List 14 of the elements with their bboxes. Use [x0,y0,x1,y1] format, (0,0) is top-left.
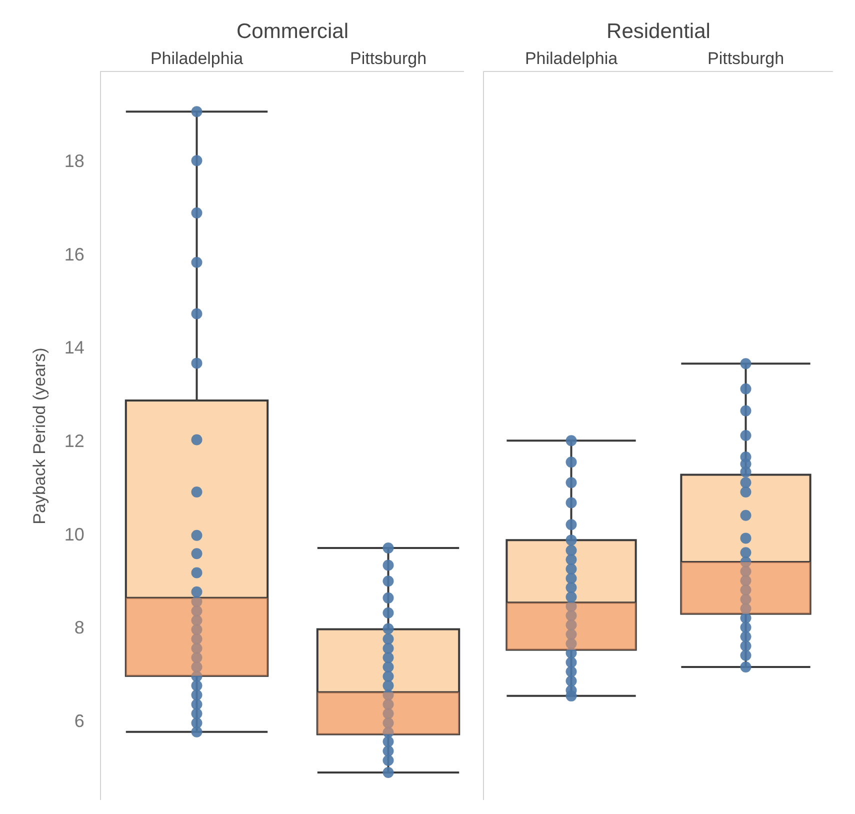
x-tick-label: Pittsburgh [350,49,427,68]
x-tick-label: Pittsburgh [707,49,784,68]
y-tick-label: 16 [64,244,84,264]
chart-title: Residential [606,20,710,43]
y-tick-label: 14 [64,338,84,358]
chart-title: Commercial [236,20,349,43]
y-tick-label: 8 [74,618,84,638]
y-tick-label: 10 [64,524,84,544]
x-tick-label: Philadelphia [150,49,244,68]
x-tick-label: Philadelphia [524,49,618,68]
y-tick-label: 12 [64,430,84,451]
y-axis-title: Payback Period (years) [30,348,49,524]
y-tick-label: 18 [64,150,84,171]
y-tick-label: 6 [74,710,84,731]
